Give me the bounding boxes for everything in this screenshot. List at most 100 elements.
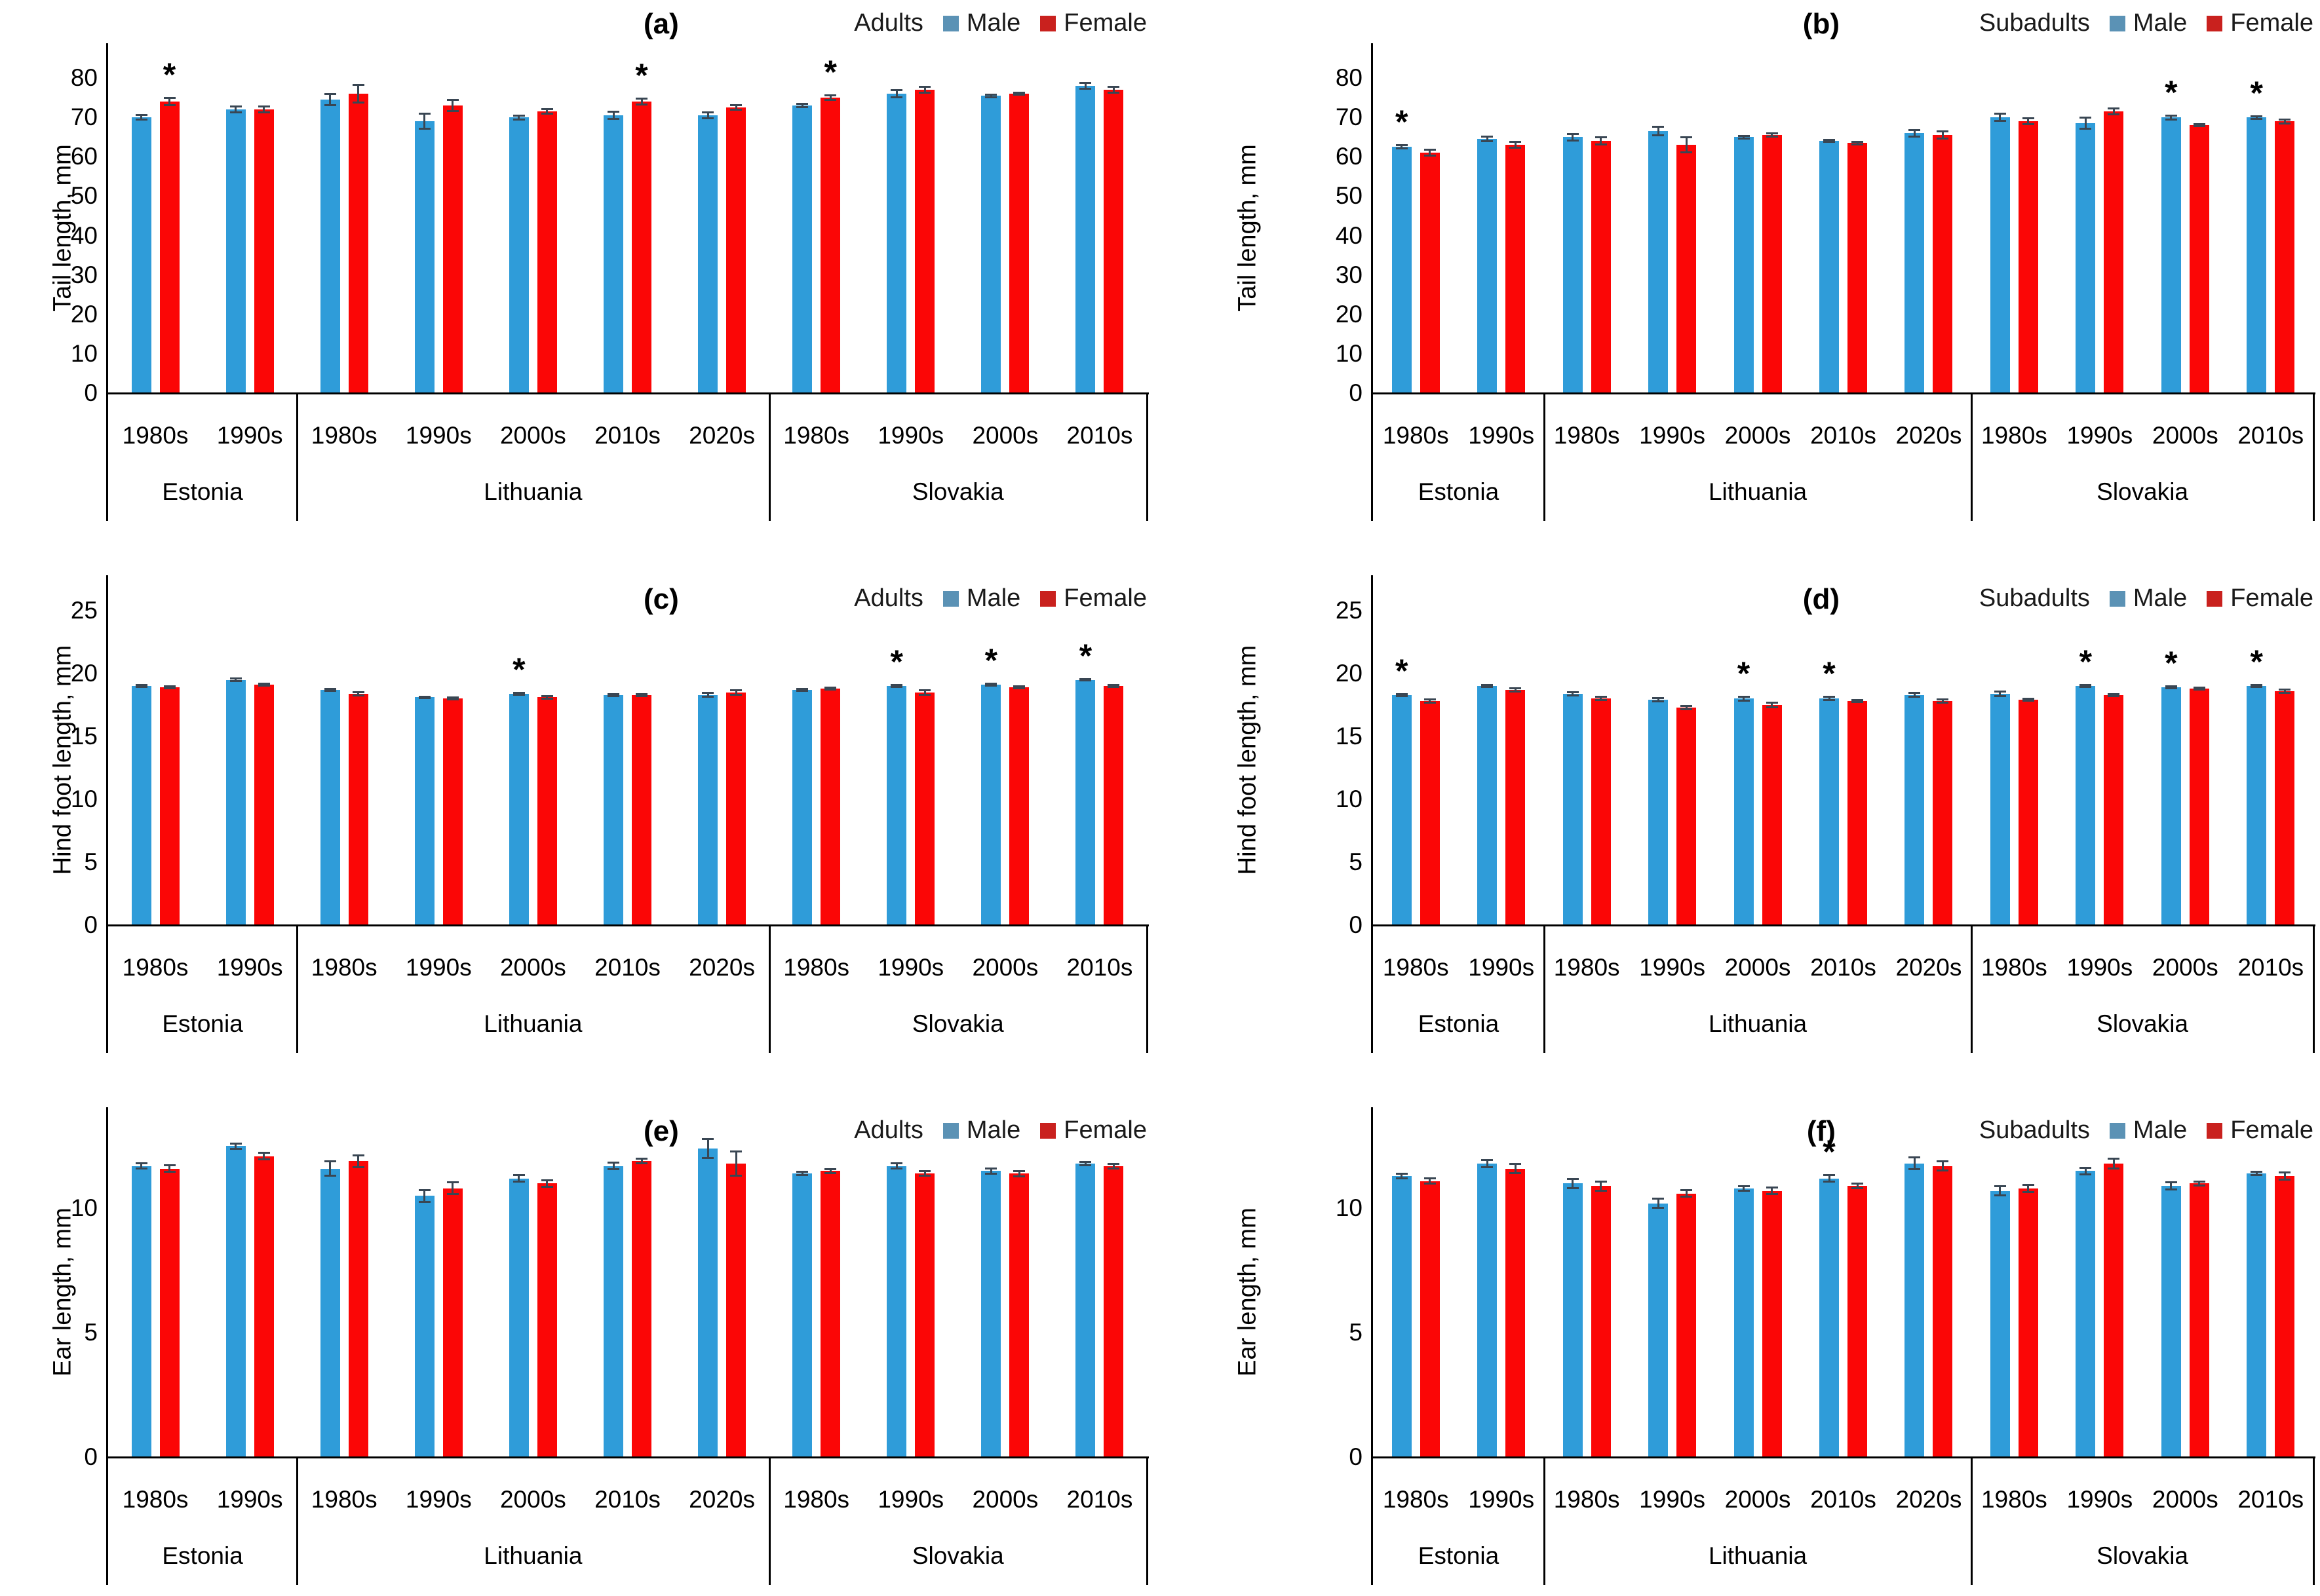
bar-female [2275,121,2295,392]
significance-star: * [2079,643,2093,681]
y-tick-label: 0 [1349,1443,1363,1470]
error-bar-cap-top [352,1154,364,1156]
error-bar-line [1743,1186,1745,1191]
legend-label-male: Male [966,584,1021,612]
x-tick-label: 1980s [1382,422,1449,449]
bar-female [1847,143,1867,392]
error-bar-cap-bottom [2193,688,2205,691]
y-tick-label: 20 [1335,300,1363,328]
x-tick-label: 1990s [1639,1486,1705,1513]
country-label: Slovakia [912,1542,1004,1569]
bar-female [442,1188,463,1456]
error-bar-cap-bottom [2251,117,2263,120]
legend-age-group-label: Subadults [1979,584,2090,612]
error-bar-cap-top [418,113,431,115]
error-bar-cap-bottom [824,1172,837,1175]
error-bar-cap-bottom [824,688,837,691]
error-bar-cap-top [608,111,619,113]
bar-male [1733,1188,1754,1456]
x-tick-label: 2000s [2152,954,2218,981]
error-bar-line [1018,1170,1020,1177]
legend-label-male: Male [2133,584,2188,612]
y-tick-label: 0 [1349,911,1363,938]
error-bar-cap-bottom [258,111,270,113]
table-right-border [1146,925,1148,1053]
error-bar-cap-top [730,104,743,106]
error-bar-cap-bottom [1108,91,1120,94]
bar-male [1477,686,1498,924]
error-bar-cap-top [636,693,648,695]
error-bar-line [706,1138,709,1159]
bar-female [1933,135,1953,392]
error-bar-line [640,1158,643,1164]
error-bar-cap-bottom [796,689,809,692]
bar-female [1420,1181,1440,1456]
error-bar-line [168,98,171,106]
error-bar-line [1084,1161,1087,1166]
y-tick-label: 70 [70,104,98,131]
bar-female [2018,121,2038,392]
x-axis-line [1371,924,2315,926]
error-bar-line [1600,696,1602,701]
error-bar-cap-bottom [352,1166,364,1168]
error-bar-cap-top [1994,1185,2006,1188]
bar-female [1591,1186,1611,1456]
significance-star: * [2165,645,2178,682]
error-bar-cap-top [1509,1162,1522,1165]
error-bar-cap-top [324,1160,336,1163]
country-label: Estonia [162,1542,243,1569]
error-bar-cap-bottom [418,1200,431,1203]
x-tick-label: 2010s [1810,954,1876,981]
error-bar-cap-top [446,1181,459,1184]
group-divider [768,393,771,521]
panel-label: (a) [644,8,679,40]
bar-male [2161,1186,2181,1456]
error-bar-line [1685,137,1688,153]
error-bar-cap-top [1566,132,1579,135]
y-tick-label: 15 [1335,722,1363,750]
error-bar-line [423,113,426,130]
x-tick-label: 1990s [878,954,944,981]
error-bar-line [1941,699,1944,704]
error-bar-line [1514,1163,1517,1174]
error-bar-cap-bottom [1994,694,2006,697]
x-tick-label: 1980s [122,1486,189,1513]
error-bar-cap-top [985,1167,997,1169]
error-bar-cap-top [135,684,147,687]
error-bar-line [1828,696,1830,701]
legend-label-female: Female [1064,584,1147,612]
error-bar-line [895,1163,898,1169]
legend-item-male: Male [942,584,1021,613]
error-bar-cap-bottom [446,698,459,701]
y-tick-label: 10 [70,1194,98,1222]
bar-female [2275,1175,2295,1456]
error-bar-cap-top [1851,140,1863,143]
error-bar-cap-top [1079,677,1092,680]
legend-swatch-male-icon [942,1122,959,1139]
y-tick-label: 10 [70,339,98,367]
x-tick-label: 1980s [1553,954,1620,981]
bar-male [1075,86,1096,392]
error-bar-line [829,94,832,101]
table-right-border [2313,393,2315,521]
error-bar-cap-top [824,94,837,96]
panel-label: (c) [644,583,679,615]
y-tick-label: 40 [1335,221,1363,249]
x-tick-label: 2010s [1066,1486,1133,1513]
error-bar-cap-top [1908,691,1921,694]
bar-male [1391,147,1412,392]
bar-male [887,686,907,924]
bar-female [1009,687,1030,924]
error-bar-cap-bottom [163,1171,176,1173]
error-bar-line [1657,126,1659,136]
y-tick-label: 10 [1335,339,1363,367]
error-bar-line [640,98,643,105]
bar-male [1648,700,1669,924]
error-bar-line [735,1150,737,1176]
y-tick-label: 20 [70,659,98,687]
error-bar-cap-bottom [135,686,147,689]
error-bar-cap-bottom [1680,151,1693,154]
error-bar-line [923,1171,926,1176]
bar-male [1562,1183,1583,1456]
